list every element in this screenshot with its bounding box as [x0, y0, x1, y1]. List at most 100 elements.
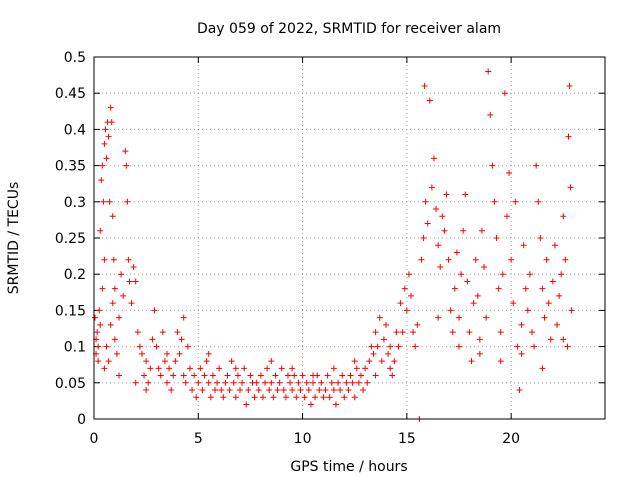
- data-point: [560, 213, 567, 220]
- data-point: [447, 307, 454, 314]
- data-point: [102, 126, 109, 133]
- data-point: [303, 379, 310, 386]
- data-point: [272, 372, 279, 379]
- data-point: [449, 329, 456, 336]
- data-point: [524, 307, 531, 314]
- data-point: [103, 343, 110, 350]
- data-point: [380, 336, 387, 343]
- data-point: [491, 198, 498, 205]
- data-point: [545, 300, 552, 307]
- data-point: [437, 263, 444, 270]
- data-point: [547, 336, 554, 343]
- data-point: [199, 387, 206, 394]
- data-point: [305, 387, 312, 394]
- data-point: [262, 379, 269, 386]
- data-point: [393, 329, 400, 336]
- data-point: [347, 372, 354, 379]
- data-point: [180, 372, 187, 379]
- data-point: [289, 365, 296, 372]
- data-point: [106, 198, 113, 205]
- data-point: [458, 271, 465, 278]
- data-point: [353, 365, 360, 372]
- data-point: [92, 314, 99, 321]
- data-point: [554, 321, 561, 328]
- data-point: [529, 329, 535, 336]
- data-point: [326, 394, 333, 401]
- data-point: [264, 365, 271, 372]
- data-point: [453, 249, 460, 256]
- data-point: [295, 379, 302, 386]
- data-point: [443, 191, 450, 198]
- data-point: [293, 394, 300, 401]
- data-point: [433, 206, 440, 213]
- data-point: [503, 213, 510, 220]
- data-point: [172, 358, 179, 365]
- data-point: [307, 401, 314, 408]
- data-point: [518, 321, 525, 328]
- data-point: [209, 372, 216, 379]
- data-point: [151, 307, 158, 314]
- data-point: [485, 68, 492, 75]
- data-point: [159, 329, 166, 336]
- data-point: [399, 329, 406, 336]
- data-point: [316, 387, 323, 394]
- y-tick-label: 0.1: [64, 340, 86, 356]
- data-point: [147, 365, 154, 372]
- data-point: [234, 372, 241, 379]
- data-point: [514, 343, 521, 350]
- data-point: [430, 155, 437, 162]
- data-point: [211, 387, 218, 394]
- data-point: [518, 350, 525, 357]
- data-point: [560, 336, 567, 343]
- data-point: [118, 271, 125, 278]
- data-point: [124, 198, 131, 205]
- data-point: [95, 358, 102, 365]
- data-point: [145, 379, 152, 386]
- data-point: [476, 350, 483, 357]
- data-point: [460, 227, 467, 234]
- data-point: [558, 271, 565, 278]
- data-point: [134, 329, 141, 336]
- data-point: [387, 365, 394, 372]
- y-tick-label: 0.05: [55, 376, 86, 392]
- data-point: [324, 372, 331, 379]
- data-point: [414, 321, 421, 328]
- data-point: [497, 329, 504, 336]
- data-point: [397, 300, 404, 307]
- data-point: [435, 314, 442, 321]
- data-point: [551, 242, 558, 249]
- y-tick-label: 0.2: [64, 267, 86, 283]
- data-point: [255, 387, 262, 394]
- data-point: [567, 184, 574, 191]
- data-point: [216, 365, 223, 372]
- data-point: [343, 379, 350, 386]
- data-point: [403, 307, 410, 314]
- data-point: [153, 343, 160, 350]
- grid-layer: [94, 57, 605, 419]
- data-point: [105, 133, 112, 140]
- data-point: [420, 235, 427, 241]
- data-point: [405, 271, 412, 278]
- data-point: [270, 394, 277, 401]
- data-point: [445, 256, 452, 263]
- data-point: [565, 133, 572, 140]
- data-point: [120, 292, 127, 299]
- data-point: [426, 97, 433, 104]
- data-point: [357, 372, 364, 379]
- data-point: [541, 314, 548, 321]
- chart-title: Day 059 of 2022, SRMTID for receiver ala…: [197, 21, 501, 37]
- y-axis-label: SRMTID / TECUs: [6, 182, 22, 295]
- data-point: [178, 336, 185, 343]
- x-tick-label: 15: [398, 431, 416, 447]
- data-point: [130, 263, 137, 270]
- data-point: [126, 278, 133, 285]
- data-point: [474, 292, 481, 299]
- data-point: [101, 256, 108, 263]
- x-tick-label: 10: [294, 431, 312, 447]
- data-point: [284, 372, 291, 379]
- data-point: [125, 256, 132, 263]
- data-point: [539, 365, 546, 372]
- data-point: [108, 119, 115, 126]
- data-point: [166, 365, 173, 372]
